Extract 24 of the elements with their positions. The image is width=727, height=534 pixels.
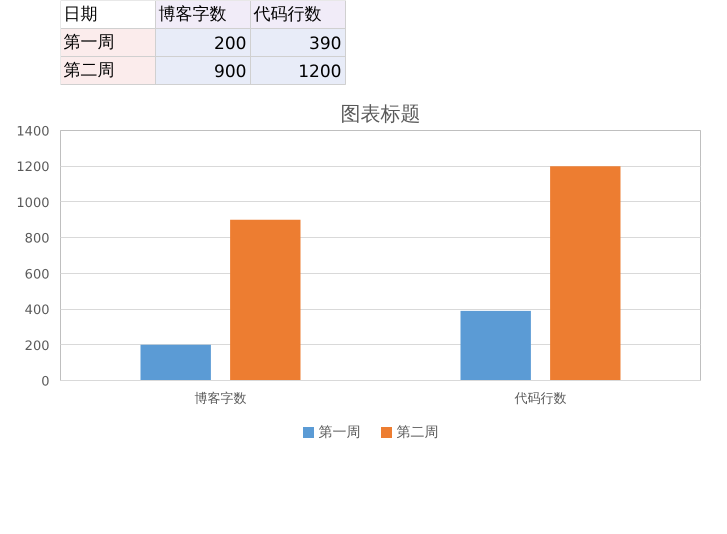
text: 200 bbox=[214, 34, 247, 54]
y-tick-label: 400 bbox=[24, 303, 50, 318]
chart-title: 图表标题 bbox=[340, 102, 420, 126]
bar bbox=[460, 310, 531, 380]
bar bbox=[230, 220, 300, 380]
legend-label: 第二周 bbox=[396, 424, 438, 440]
text: 日期 bbox=[64, 4, 98, 24]
text: 第一周 bbox=[64, 32, 114, 52]
y-tick-label: 800 bbox=[24, 232, 50, 247]
text: 博客字数 bbox=[158, 4, 226, 24]
y-tick-label: 1200 bbox=[16, 160, 50, 176]
y-tick-label: 1400 bbox=[16, 124, 50, 140]
text: 代码行数 bbox=[252, 4, 322, 24]
text: 390 bbox=[309, 34, 342, 54]
text: 900 bbox=[214, 62, 247, 82]
text: 第二周 bbox=[64, 60, 114, 80]
y-tick-label: 0 bbox=[41, 374, 50, 390]
y-tick-label: 1000 bbox=[16, 196, 50, 211]
legend-label: 第一周 bbox=[318, 424, 360, 440]
text: 1200 bbox=[298, 62, 342, 82]
bar bbox=[140, 344, 211, 380]
bar bbox=[550, 166, 620, 380]
y-tick-label: 600 bbox=[24, 267, 50, 282]
y-tick-label: 200 bbox=[24, 338, 50, 354]
